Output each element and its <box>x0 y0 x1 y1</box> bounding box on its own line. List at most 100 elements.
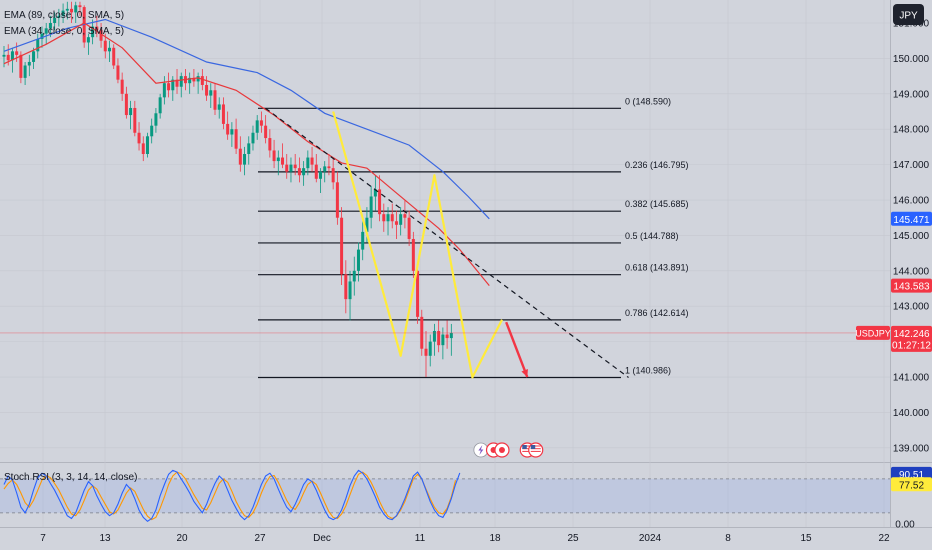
candle-body <box>221 104 225 124</box>
fibonacci-retracement[interactable]: 0 (148.590) 0.236 (146.795) 0.382 (145.685… <box>258 96 689 379</box>
price-tick-label: 149.000 <box>893 89 930 100</box>
price-tick-label: 141.000 <box>893 373 930 384</box>
stoch-rsi-pane[interactable] <box>0 463 890 526</box>
jp-flag-icon[interactable] <box>494 442 510 458</box>
drawings[interactable] <box>265 107 629 379</box>
candle-body <box>40 33 44 39</box>
ema34-legend[interactable]: EMA (34, close, 0, SMA, 5) <box>4 26 124 37</box>
candle-body <box>44 28 48 34</box>
time-tick-label: 27 <box>254 533 266 544</box>
svg-text:USDJPY: USDJPY <box>855 328 891 338</box>
candle-body <box>86 37 90 43</box>
candle-body <box>32 51 36 62</box>
candle-body <box>281 157 285 165</box>
fib-level-label: 0.236 (146.795) <box>625 160 689 170</box>
economic-events[interactable] <box>473 442 544 458</box>
candle-body <box>340 217 344 275</box>
zigzag-pattern[interactable] <box>332 111 503 379</box>
candle-body <box>403 214 407 218</box>
candle-body <box>179 76 183 87</box>
candle-body <box>441 334 445 346</box>
ema89-line <box>3 18 490 220</box>
candle-body <box>399 214 403 225</box>
currency-button-label: JPY <box>899 11 918 22</box>
candle-body <box>61 10 65 16</box>
candle-body <box>15 51 19 55</box>
price-tick-label: 145.000 <box>893 231 930 242</box>
candle-body <box>310 157 314 165</box>
stoch-tick-label: 0.00 <box>895 520 915 531</box>
us-flag-icon[interactable] <box>528 442 544 458</box>
candle-body <box>23 65 27 78</box>
stoch-rsi-axis[interactable]: 0.00 <box>895 520 915 531</box>
candle-body <box>327 166 331 169</box>
candle-body <box>390 214 394 222</box>
candle-body <box>65 8 69 11</box>
stoch-rsi-series <box>0 469 890 522</box>
price-tick-label: 140.000 <box>893 408 930 419</box>
candle-body <box>175 79 179 87</box>
ema89-legend[interactable]: EMA (89, close, 0, SMA, 5) <box>4 10 124 21</box>
candle-body <box>238 148 242 165</box>
candle-body <box>276 157 280 162</box>
arrow-head-icon <box>521 369 528 378</box>
candle-body <box>116 65 120 80</box>
stoch-band <box>0 478 890 513</box>
candle-body <box>226 123 230 135</box>
stoch-rsi-legend[interactable]: Stoch RSI (3, 3, 14, 14, close) <box>4 472 137 483</box>
time-tick-label: 25 <box>567 533 579 544</box>
candle-body <box>124 93 128 116</box>
candle-body <box>386 214 390 222</box>
stoch-k-line <box>3 469 461 522</box>
candle-body <box>259 120 263 126</box>
time-tick-label: 20 <box>176 533 188 544</box>
candle-body <box>141 143 145 154</box>
stoch-d-line <box>3 471 457 521</box>
candle-body <box>411 238 415 271</box>
candle-body <box>255 120 259 133</box>
candle-body <box>2 54 6 57</box>
candle-body <box>78 5 82 8</box>
time-tick-label: 15 <box>800 533 812 544</box>
candle-body <box>445 334 449 339</box>
candle-body <box>407 217 411 239</box>
candle-body <box>365 217 369 232</box>
candle-body <box>251 132 255 144</box>
candle-body <box>285 164 289 172</box>
candle-body <box>416 270 420 317</box>
candle-body <box>150 125 154 137</box>
time-axis[interactable]: 7 13 20 27 Dec 11 18 25 2024 8 15 22 <box>40 533 890 544</box>
candle-body <box>264 125 268 139</box>
candle-body <box>53 17 57 24</box>
candle-body <box>196 76 200 82</box>
candle-body <box>289 164 293 172</box>
stoch-d-badge: 77.52 <box>891 477 932 492</box>
lightning-icon[interactable] <box>473 442 489 458</box>
candle-body <box>394 221 398 225</box>
candle-body <box>348 281 352 300</box>
candle-body <box>314 164 318 179</box>
projection-arrow[interactable] <box>505 321 529 378</box>
candle-body <box>382 214 386 222</box>
candle-body <box>356 249 360 271</box>
candle-body <box>137 132 141 144</box>
ema34-price-badge: 143.583 <box>891 278 932 293</box>
currency-button[interactable]: JPY <box>893 4 924 25</box>
candle-body <box>293 164 297 169</box>
candle-body <box>437 331 441 346</box>
candlestick-series <box>2 1 453 378</box>
fib-level-label: 1 (140.986) <box>625 366 671 376</box>
candle-body <box>200 76 204 85</box>
candle-body <box>243 154 247 165</box>
candle-body <box>234 129 238 149</box>
candle-body <box>74 5 78 13</box>
candle-body <box>27 61 31 66</box>
time-tick-label: Dec <box>313 533 331 544</box>
candle-body <box>323 166 327 172</box>
time-tick-label: 22 <box>878 533 890 544</box>
candle-body <box>378 189 382 215</box>
candle-body <box>297 168 301 176</box>
candle-body <box>432 331 436 342</box>
